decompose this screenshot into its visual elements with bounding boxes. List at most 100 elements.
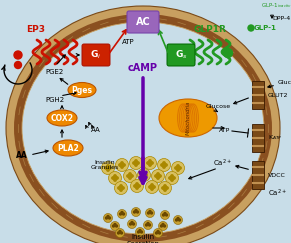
- Circle shape: [135, 209, 137, 211]
- Circle shape: [120, 187, 122, 189]
- Circle shape: [148, 212, 150, 214]
- Circle shape: [121, 162, 123, 164]
- Circle shape: [148, 224, 150, 226]
- Text: COX2: COX2: [51, 113, 74, 122]
- Circle shape: [153, 228, 162, 237]
- Circle shape: [157, 173, 159, 175]
- Circle shape: [105, 167, 107, 169]
- Circle shape: [118, 232, 120, 234]
- Circle shape: [138, 185, 140, 187]
- Circle shape: [119, 164, 121, 166]
- Circle shape: [155, 232, 157, 234]
- FancyBboxPatch shape: [252, 81, 264, 109]
- Circle shape: [119, 231, 121, 233]
- Circle shape: [129, 177, 131, 179]
- Circle shape: [137, 162, 139, 164]
- Circle shape: [141, 174, 143, 176]
- Circle shape: [171, 162, 184, 174]
- Circle shape: [127, 175, 129, 177]
- Circle shape: [157, 158, 171, 172]
- Circle shape: [15, 61, 22, 69]
- Circle shape: [153, 186, 155, 188]
- Circle shape: [131, 222, 133, 224]
- Circle shape: [129, 175, 131, 177]
- Circle shape: [14, 51, 22, 59]
- Circle shape: [130, 180, 143, 192]
- Circle shape: [133, 162, 135, 164]
- Circle shape: [116, 158, 129, 172]
- Circle shape: [120, 232, 123, 234]
- Circle shape: [123, 213, 125, 215]
- Circle shape: [155, 175, 157, 177]
- Text: Glucose: Glucose: [205, 104, 230, 109]
- Text: PGH2: PGH2: [45, 97, 65, 103]
- Text: G$_i$: G$_i$: [91, 49, 102, 61]
- Circle shape: [122, 187, 124, 189]
- Circle shape: [114, 175, 116, 177]
- Circle shape: [165, 164, 167, 166]
- Text: AA: AA: [91, 127, 101, 133]
- Circle shape: [136, 185, 138, 187]
- Circle shape: [120, 213, 122, 215]
- Text: EP3: EP3: [26, 26, 45, 35]
- Circle shape: [166, 172, 178, 184]
- Circle shape: [163, 162, 165, 164]
- Text: Insulin
Secretion: Insulin Secretion: [127, 234, 159, 243]
- Circle shape: [175, 219, 178, 221]
- Circle shape: [163, 164, 165, 166]
- Circle shape: [127, 219, 136, 228]
- Circle shape: [147, 223, 149, 225]
- Circle shape: [223, 49, 233, 58]
- Circle shape: [149, 164, 151, 166]
- Circle shape: [129, 223, 132, 225]
- Text: VDCC: VDCC: [268, 173, 286, 177]
- Circle shape: [177, 165, 179, 167]
- Circle shape: [143, 220, 152, 229]
- Circle shape: [121, 166, 123, 168]
- Circle shape: [116, 177, 118, 179]
- Circle shape: [151, 184, 153, 186]
- Circle shape: [114, 179, 116, 181]
- Circle shape: [109, 217, 111, 219]
- Circle shape: [146, 224, 148, 226]
- Circle shape: [149, 160, 151, 162]
- Circle shape: [118, 209, 127, 218]
- Circle shape: [159, 222, 168, 231]
- Circle shape: [173, 177, 175, 179]
- Circle shape: [164, 212, 166, 215]
- Ellipse shape: [6, 6, 280, 243]
- Circle shape: [149, 210, 151, 212]
- Circle shape: [151, 186, 153, 188]
- Circle shape: [135, 160, 137, 162]
- Circle shape: [138, 168, 150, 182]
- Text: Glucose: Glucose: [278, 79, 291, 85]
- Circle shape: [121, 211, 123, 214]
- Circle shape: [113, 225, 114, 227]
- Circle shape: [109, 172, 122, 184]
- Circle shape: [159, 232, 161, 234]
- Circle shape: [162, 214, 164, 216]
- Circle shape: [151, 188, 153, 190]
- Circle shape: [177, 169, 179, 171]
- Circle shape: [120, 185, 122, 187]
- Circle shape: [162, 224, 164, 226]
- Circle shape: [161, 225, 162, 227]
- Ellipse shape: [68, 83, 96, 97]
- Circle shape: [171, 179, 173, 181]
- Text: AC: AC: [136, 17, 150, 27]
- Circle shape: [136, 227, 145, 236]
- Circle shape: [149, 186, 151, 188]
- Circle shape: [106, 217, 107, 219]
- Circle shape: [129, 156, 143, 170]
- Circle shape: [179, 167, 181, 169]
- Circle shape: [161, 164, 163, 166]
- Circle shape: [163, 166, 165, 168]
- Circle shape: [107, 216, 109, 217]
- Circle shape: [109, 167, 111, 169]
- Text: DPP-4: DPP-4: [272, 16, 290, 20]
- FancyBboxPatch shape: [252, 124, 264, 152]
- Ellipse shape: [159, 99, 217, 137]
- Circle shape: [116, 228, 125, 237]
- Circle shape: [104, 214, 113, 223]
- Circle shape: [135, 162, 137, 164]
